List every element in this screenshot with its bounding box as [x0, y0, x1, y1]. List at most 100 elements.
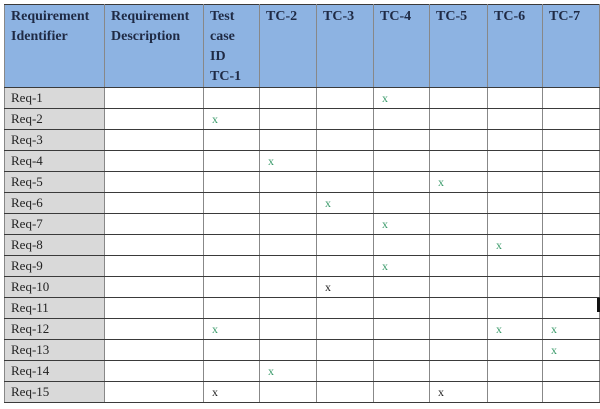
coverage-cell: x	[429, 171, 488, 193]
coverage-cell	[429, 339, 488, 361]
coverage-cell	[316, 339, 374, 361]
requirement-description	[104, 108, 204, 130]
coverage-cell	[429, 255, 488, 277]
requirement-id: Req-3	[4, 129, 105, 151]
coverage-cell	[373, 108, 430, 130]
table-row: Req-1 x	[4, 87, 600, 109]
coverage-cell: x	[203, 381, 260, 403]
coverage-cell	[429, 108, 488, 130]
coverage-cell	[259, 213, 317, 235]
table-row: Req-12 x x x	[4, 318, 600, 340]
requirement-description	[104, 297, 204, 319]
coverage-cell	[373, 192, 430, 214]
coverage-cell	[542, 276, 600, 298]
requirement-description	[104, 192, 204, 214]
column-header: TC-3	[316, 4, 374, 88]
coverage-cell	[542, 297, 600, 319]
table-row: Req-3	[4, 129, 600, 151]
coverage-cell: x	[373, 255, 430, 277]
coverage-cell	[487, 108, 543, 130]
coverage-cell	[316, 297, 374, 319]
coverage-cell	[429, 360, 488, 382]
coverage-cell	[542, 381, 600, 403]
coverage-cell	[203, 192, 260, 214]
coverage-cell	[259, 318, 317, 340]
coverage-cell	[259, 381, 317, 403]
column-header: TC-2	[259, 4, 317, 88]
column-header: TC-4	[373, 4, 430, 88]
coverage-cell	[203, 360, 260, 382]
requirement-id: Req-11	[4, 297, 105, 319]
coverage-cell	[487, 297, 543, 319]
coverage-cell	[429, 150, 488, 172]
coverage-cell: x	[373, 87, 430, 109]
requirement-description	[104, 87, 204, 109]
coverage-cell	[259, 108, 317, 130]
coverage-cell	[316, 129, 374, 151]
coverage-cell: x	[373, 213, 430, 235]
coverage-cell	[203, 129, 260, 151]
requirement-description	[104, 318, 204, 340]
coverage-cell	[373, 360, 430, 382]
coverage-cell	[316, 381, 374, 403]
table-row: Req-6 x	[4, 192, 600, 214]
table-row: Req-11	[4, 297, 600, 319]
column-header: TC-7	[542, 4, 600, 88]
coverage-cell	[542, 360, 600, 382]
coverage-cell: x	[542, 339, 600, 361]
requirement-description	[104, 213, 204, 235]
traceability-matrix: Requirement Identifier Requirement Descri…	[4, 4, 600, 403]
requirement-description	[104, 360, 204, 382]
column-header: TC-5	[429, 4, 488, 88]
requirement-id: Req-15	[4, 381, 105, 403]
coverage-cell	[429, 318, 488, 340]
coverage-cell	[203, 171, 260, 193]
coverage-cell	[542, 87, 600, 109]
requirement-description	[104, 129, 204, 151]
coverage-cell	[259, 171, 317, 193]
table-row: Req-7 x	[4, 213, 600, 235]
coverage-cell	[203, 87, 260, 109]
requirement-id: Req-13	[4, 339, 105, 361]
coverage-cell	[203, 276, 260, 298]
coverage-cell	[487, 129, 543, 151]
coverage-cell	[429, 234, 488, 256]
column-header: Requirement Description	[104, 4, 204, 88]
coverage-cell	[316, 255, 374, 277]
coverage-cell	[487, 360, 543, 382]
coverage-cell	[373, 171, 430, 193]
coverage-cell	[429, 129, 488, 151]
coverage-cell	[316, 213, 374, 235]
coverage-cell	[429, 87, 488, 109]
table-row: Req-8 x	[4, 234, 600, 256]
coverage-cell	[316, 234, 374, 256]
requirement-id: Req-10	[4, 276, 105, 298]
requirement-description	[104, 255, 204, 277]
coverage-cell	[429, 276, 488, 298]
coverage-cell	[316, 150, 374, 172]
requirement-description	[104, 381, 204, 403]
coverage-cell	[203, 234, 260, 256]
coverage-cell	[487, 150, 543, 172]
coverage-cell	[429, 213, 488, 235]
column-header: TC-6	[487, 4, 543, 88]
column-header: Test case ID TC-1	[203, 4, 260, 88]
requirement-id: Req-6	[4, 192, 105, 214]
table-row: Req-15 x x	[4, 381, 600, 403]
coverage-cell	[542, 234, 600, 256]
coverage-cell	[487, 255, 543, 277]
coverage-cell	[542, 129, 600, 151]
coverage-cell	[373, 234, 430, 256]
coverage-cell	[259, 129, 317, 151]
coverage-cell	[259, 297, 317, 319]
requirement-description	[104, 150, 204, 172]
coverage-cell	[373, 276, 430, 298]
table-row: Req-13 x	[4, 339, 600, 361]
coverage-cell	[542, 171, 600, 193]
coverage-cell	[542, 213, 600, 235]
coverage-cell	[316, 318, 374, 340]
requirement-id: Req-5	[4, 171, 105, 193]
coverage-cell	[487, 192, 543, 214]
coverage-cell	[487, 87, 543, 109]
coverage-cell	[373, 381, 430, 403]
